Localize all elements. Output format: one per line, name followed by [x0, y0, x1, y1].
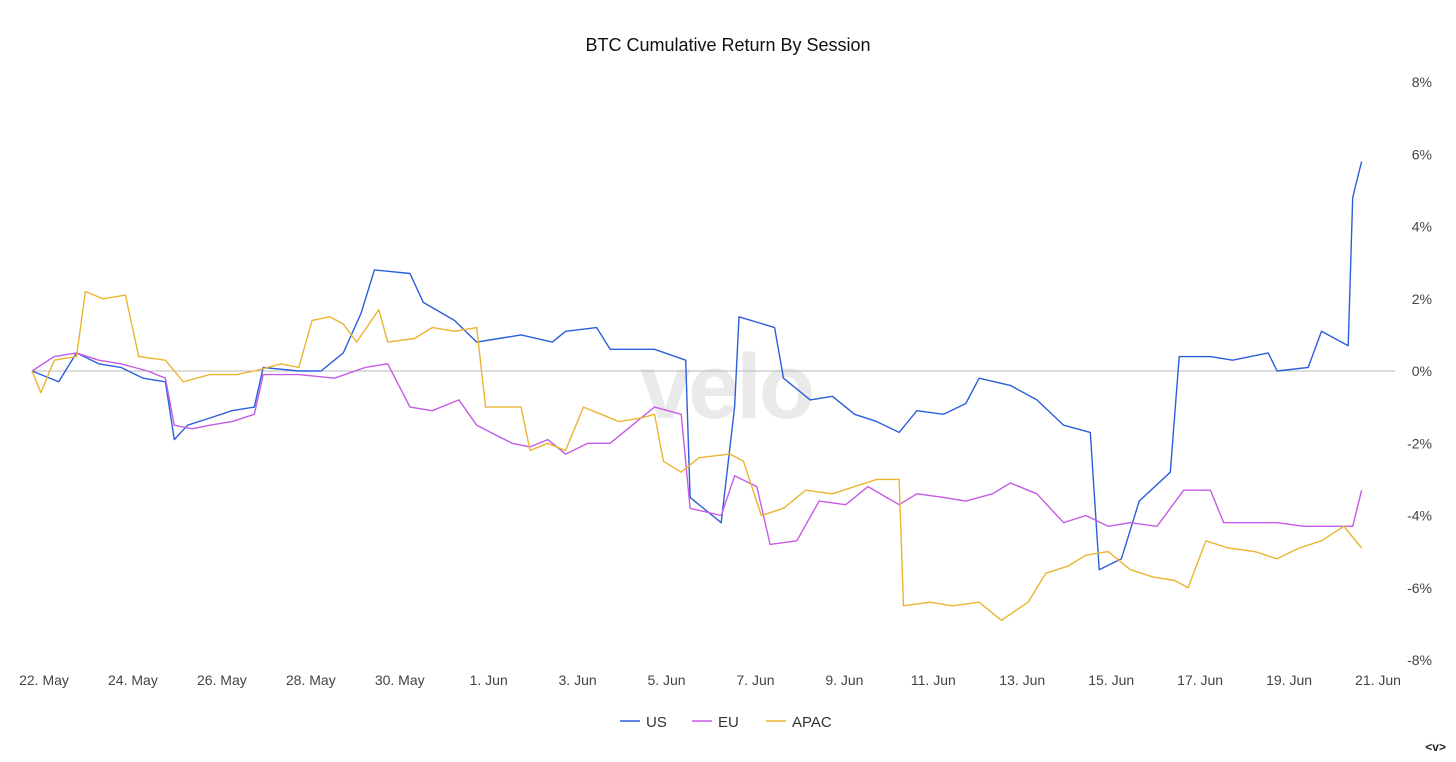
y-tick-label: -4%	[1407, 508, 1432, 524]
series-line-eu	[31, 352, 1363, 546]
y-tick-label: 2%	[1412, 291, 1432, 307]
watermark: velo	[640, 336, 812, 438]
x-tick-label: 9. Jun	[825, 672, 863, 688]
x-tick-label: 24. May	[108, 672, 158, 688]
x-tick-label: 17. Jun	[1177, 672, 1223, 688]
y-tick-label: 6%	[1412, 146, 1432, 162]
legend-label: US	[646, 714, 667, 731]
x-tick-label: 21. Jun	[1355, 672, 1401, 688]
series-line-us	[31, 161, 1363, 571]
legend-label: APAC	[792, 714, 832, 731]
x-tick-label: 26. May	[197, 672, 247, 688]
legend-label: EU	[718, 714, 739, 731]
x-tick-label: 22. May	[19, 672, 69, 688]
legend[interactable]: US EU APAC	[620, 714, 832, 731]
x-tick-label: 3. Jun	[559, 672, 597, 688]
series-lines	[31, 161, 1363, 621]
chart-title: BTC Cumulative Return By Session	[585, 35, 870, 55]
x-tick-label: 1. Jun	[470, 672, 508, 688]
x-tick-label: 19. Jun	[1266, 672, 1312, 688]
y-axis: 8% 6% 4% 2% 0% -2% -4% -6% -8%	[1407, 74, 1432, 668]
x-tick-label: 30. May	[375, 672, 425, 688]
y-tick-label: 4%	[1412, 219, 1432, 235]
x-tick-label: 13. Jun	[999, 672, 1045, 688]
x-tick-label: 5. Jun	[647, 672, 685, 688]
y-tick-label: -2%	[1407, 435, 1432, 451]
legend-item-apac[interactable]: APAC	[766, 714, 832, 731]
legend-item-us[interactable]: US	[620, 714, 667, 731]
x-tick-label: 11. Jun	[911, 672, 956, 688]
corner-label: <v>	[1425, 740, 1446, 754]
x-tick-label: 28. May	[286, 672, 336, 688]
x-tick-label: 7. Jun	[736, 672, 774, 688]
series-line-apac	[31, 290, 1363, 621]
legend-item-eu[interactable]: EU	[692, 714, 739, 731]
y-tick-label: 8%	[1412, 74, 1432, 90]
y-tick-label: -6%	[1407, 580, 1432, 596]
y-tick-label: 0%	[1412, 363, 1432, 379]
y-tick-label: -8%	[1407, 652, 1432, 668]
x-tick-label: 15. Jun	[1088, 672, 1134, 688]
x-axis: 22. May 24. May 26. May 28. May 30. May 1. Ju…	[19, 672, 1401, 688]
